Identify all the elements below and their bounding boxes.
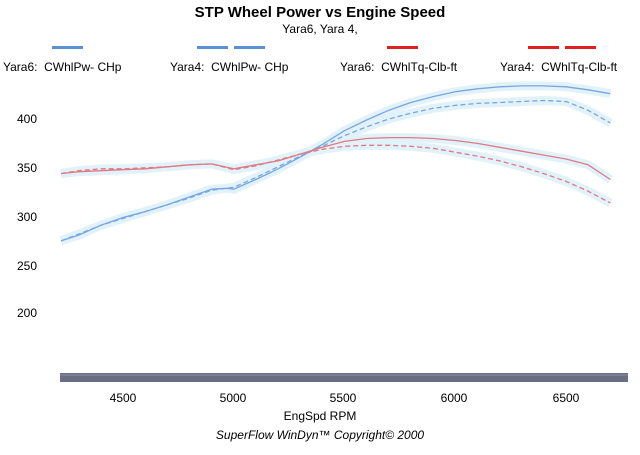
legend-run: Yara4: <box>500 60 535 74</box>
legend-channel: CWhlPw- CHp <box>211 60 289 74</box>
x-tick-label: 6000 <box>440 391 468 405</box>
chart-title: STP Wheel Power vs Engine Speed <box>194 4 446 21</box>
legend-swatch-yara4-power-a <box>197 46 228 49</box>
x-tick-label: 4500 <box>109 391 137 405</box>
y-tick-label: 250 <box>16 259 37 273</box>
x-tick-label: 5000 <box>219 391 247 405</box>
legend-swatch-yara4-torque-b <box>565 46 596 49</box>
legend-swatch-yara4-torque-a <box>528 46 559 49</box>
y-tick-label: 350 <box>16 161 37 175</box>
legend-channel: CWhlPw- CHp <box>44 60 122 74</box>
x-tick-label: 6500 <box>552 391 580 405</box>
legend-item-yara4-torque: Yara4: CWhlTq-Clb-ft <box>500 60 617 74</box>
y-tick-label: 200 <box>16 306 37 320</box>
chart-bands <box>59 81 613 246</box>
chart-lines <box>60 85 611 242</box>
legend-run: Yara6: <box>340 60 375 74</box>
footer-copyright: SuperFlow WinDyn™ Copyright© 2000 <box>215 428 425 442</box>
legend-item-yara6-power: Yara6: CWhlPw- CHp <box>3 60 121 74</box>
x-axis-label: EngSpd RPM <box>283 409 357 423</box>
legend-swatch-yara6-power <box>52 46 83 49</box>
legend-swatch-yara4-power-b <box>234 46 265 49</box>
x-axis-bar <box>60 373 628 382</box>
x-tick-label: 5500 <box>329 391 357 405</box>
y-tick-label: 300 <box>16 210 37 224</box>
series-line-1 <box>60 99 611 242</box>
legend-channel: CWhlTq-Clb-ft <box>541 60 618 74</box>
legend-item-yara4-power: Yara4: CWhlPw- CHp <box>170 60 288 74</box>
chart-subtitle: Yara6, Yara 4, <box>282 22 358 36</box>
legend-channel: CWhlTq-Clb-ft <box>381 60 458 74</box>
series-line-2 <box>60 136 611 181</box>
legend-run: Yara4: <box>170 60 205 74</box>
legend-run: Yara6: <box>3 60 38 74</box>
legend-item-yara6-torque: Yara6: CWhlTq-Clb-ft <box>340 60 457 74</box>
legend-swatch-yara6-torque <box>387 46 418 49</box>
y-tick-label: 400 <box>16 112 37 126</box>
series-line-3 <box>60 144 611 204</box>
